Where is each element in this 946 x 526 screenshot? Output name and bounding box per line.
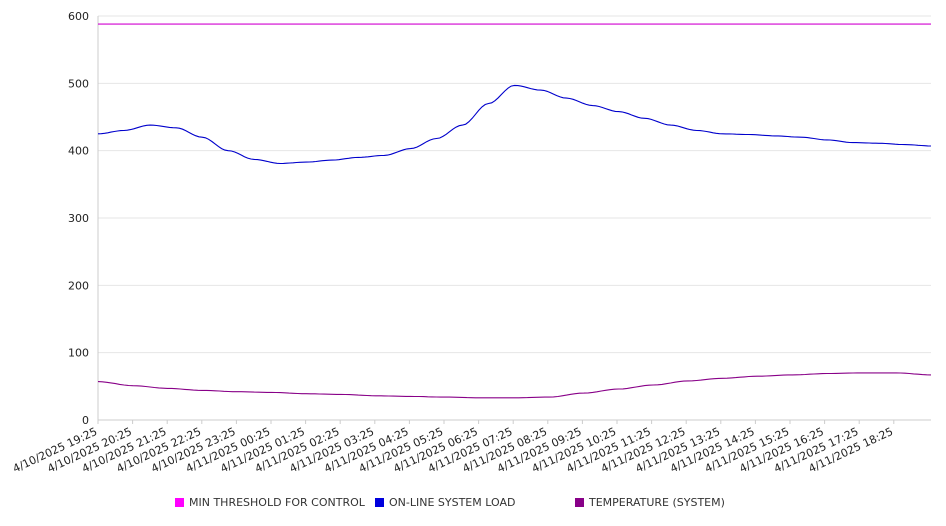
legend-swatch-temperature <box>575 498 584 507</box>
y-tick-label: 400 <box>68 145 89 158</box>
legend-item-system-load: ON-LINE SYSTEM LOAD <box>375 496 515 509</box>
y-tick-label: 600 <box>68 10 89 23</box>
legend-swatch-min-threshold <box>175 498 184 507</box>
y-tick-label: 200 <box>68 279 89 292</box>
y-tick-label: 300 <box>68 212 89 225</box>
y-tick-label: 0 <box>82 414 89 427</box>
series-line-system-load <box>97 84 932 165</box>
legend: MIN THRESHOLD FOR CONTROL ON-LINE SYSTEM… <box>0 496 946 516</box>
y-tick-label: 500 <box>68 77 89 90</box>
y-tick-label: 100 <box>68 347 89 360</box>
legend-label-temperature: TEMPERATURE (SYSTEM) <box>589 496 725 509</box>
legend-item-min-threshold: MIN THRESHOLD FOR CONTROL <box>175 496 365 509</box>
legend-label-system-load: ON-LINE SYSTEM LOAD <box>389 496 516 509</box>
legend-label-min-threshold: MIN THRESHOLD FOR CONTROL <box>189 496 365 509</box>
legend-item-temperature: TEMPERATURE (SYSTEM) <box>575 496 725 509</box>
series-line-temperature <box>97 372 932 399</box>
legend-swatch-system-load <box>375 498 384 507</box>
